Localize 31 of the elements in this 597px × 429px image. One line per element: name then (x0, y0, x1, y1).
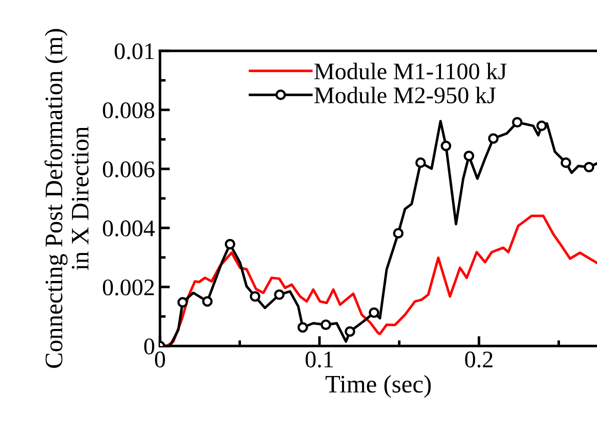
x-tick-label: 0.2 (465, 352, 492, 368)
point (464, 150, 474, 162)
point (440, 140, 452, 152)
y-tick-label: 0.002 (102, 279, 154, 296)
point (368, 307, 380, 318)
point (560, 157, 572, 168)
point (297, 322, 308, 333)
x-tick-label: 0.1 (306, 352, 333, 368)
point (415, 157, 426, 168)
point (393, 228, 404, 239)
point (488, 133, 499, 144)
y-tick-label: 0.004 (102, 220, 155, 236)
y-axis-title: Connecting Post Deformation (m) in X Direction (44, 29, 89, 368)
point (536, 120, 547, 132)
y-tick-label: 0.008 (102, 102, 154, 118)
legend-label: Module M1-1100 kJ (314, 62, 506, 80)
x-axis-title: Time (sec) (326, 375, 431, 398)
point (274, 289, 285, 300)
point (250, 291, 260, 302)
x-tick-label: 0 (154, 352, 165, 368)
y-tick-label: 0 (144, 338, 154, 354)
y-tick-label: 0.006 (102, 161, 154, 178)
point (320, 319, 332, 330)
y-tick-label: 0.01 (114, 43, 154, 60)
point (584, 162, 594, 172)
point (224, 238, 236, 250)
legend-label: Module M2-950 kJ (314, 86, 496, 104)
point (202, 296, 213, 307)
point (512, 116, 523, 128)
point (344, 326, 356, 337)
point (177, 297, 188, 308)
